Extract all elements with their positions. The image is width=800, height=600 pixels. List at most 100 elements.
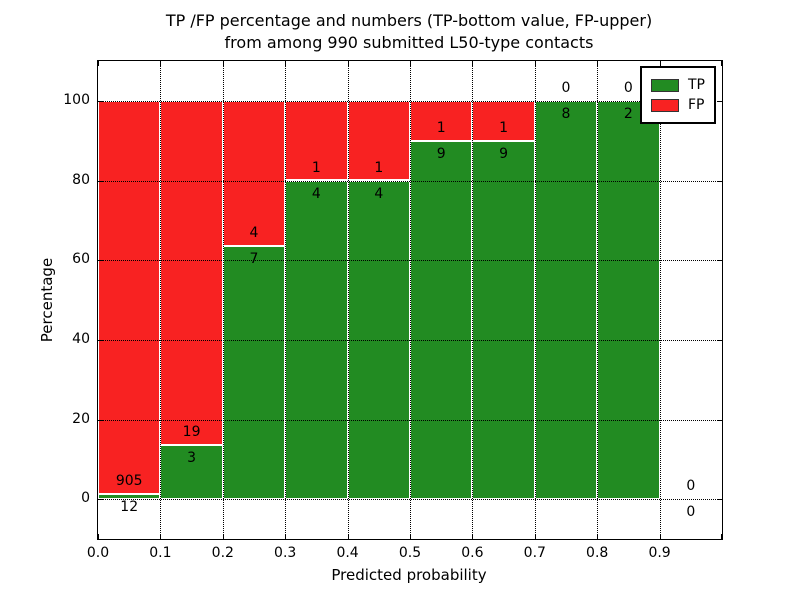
- bar-fp: [160, 100, 223, 445]
- tp-count-label: 4: [374, 185, 384, 202]
- x-axis-label: Predicted probability: [331, 566, 487, 584]
- x-tick-mark: [721, 534, 722, 539]
- bar-tp: [534, 100, 598, 500]
- bar-fp: [98, 100, 161, 494]
- bar-tp: [160, 444, 223, 500]
- v-gridline: [597, 61, 599, 539]
- v-gridline: [222, 61, 224, 539]
- y-tick-mark: [717, 100, 722, 102]
- bar-tp: [222, 245, 286, 500]
- x-tick-mark: [347, 534, 349, 539]
- fp-count-label: 905: [115, 472, 143, 489]
- chart-title-line1: TP /FP percentage and numbers (TP-bottom…: [165, 11, 653, 30]
- tp-count-label: 3: [187, 449, 197, 466]
- fp-count-label: 0: [561, 79, 571, 96]
- x-tick-mark: [160, 61, 162, 66]
- legend-entry-fp: FP: [651, 95, 705, 115]
- x-tick-label: 0.4: [336, 545, 359, 561]
- x-tick-mark: [597, 61, 599, 66]
- bar-tp: [472, 140, 535, 500]
- x-tick-label: 0.0: [86, 545, 110, 561]
- y-tick-mark: [98, 339, 103, 341]
- tp-legend-label: TP: [688, 77, 705, 93]
- tp-legend-swatch: [651, 78, 679, 92]
- fp-count-label: 1: [311, 159, 321, 176]
- tp-count-label: 2: [623, 105, 633, 122]
- fp-count-label: 0: [623, 79, 633, 96]
- y-tick-label: 80: [72, 171, 90, 188]
- tp-count-label: 4: [311, 185, 321, 202]
- bar-tp: [98, 493, 161, 500]
- x-tick-mark: [472, 61, 474, 66]
- y-tick-mark: [717, 260, 722, 262]
- x-tick-mark: [534, 534, 536, 539]
- x-tick-mark: [721, 61, 722, 66]
- x-tick-mark: [659, 61, 661, 66]
- x-tick-mark: [410, 61, 411, 66]
- chart-title: TP /FP percentage and numbers (TP-bottom…: [97, 10, 721, 54]
- v-gridline: [659, 61, 661, 539]
- fp-count-label: 4: [249, 224, 259, 241]
- plot-area: TP FP 905 12 19 3 4 7 1 4 1 4 1 9 1 9 0 8 0 2 0 0 0.0 0.1 0.2 0…: [63, 60, 723, 561]
- v-gridline: [285, 61, 287, 539]
- x-tick-label: 0.3: [274, 545, 297, 561]
- y-tick-mark: [98, 100, 103, 102]
- y-tick-mark: [717, 419, 722, 421]
- x-tick-label: 0.1: [149, 545, 172, 561]
- chart-title-line2: from among 990 submitted L50-type contac…: [224, 33, 594, 52]
- tp-count-label: 7: [249, 250, 259, 267]
- x-tick-label: 0.9: [648, 545, 671, 561]
- y-tick-mark: [98, 419, 103, 421]
- tp-count-label: 8: [561, 105, 571, 122]
- x-tick-mark: [534, 61, 536, 66]
- x-tick-label: 0.7: [523, 545, 546, 561]
- fp-count-label: 1: [436, 119, 446, 136]
- fp-legend-swatch: [651, 98, 679, 112]
- x-tick-label: 0.8: [586, 545, 609, 561]
- v-gridline: [160, 61, 162, 539]
- y-tick-mark: [98, 499, 103, 501]
- y-tick-mark: [98, 260, 103, 262]
- y-tick-label: 40: [72, 330, 90, 347]
- x-tick-label: 0.6: [461, 545, 484, 561]
- fp-count-label: 19: [182, 423, 201, 440]
- y-tick-mark: [717, 180, 722, 182]
- x-tick-mark: [410, 534, 411, 539]
- fp-count-label: 1: [499, 119, 509, 136]
- y-tick-label: 20: [72, 410, 90, 427]
- x-tick-mark: [347, 61, 349, 66]
- x-tick-mark: [98, 61, 99, 66]
- legend-entry-tp: TP: [651, 75, 705, 95]
- v-gridline: [472, 61, 474, 539]
- fp-count-label: 1: [374, 159, 384, 176]
- tp-count-label: 9: [499, 145, 509, 162]
- tp-count-label: 0: [686, 504, 696, 521]
- bar-tp: [597, 100, 660, 500]
- y-tick-label: 0: [81, 490, 90, 507]
- x-tick-mark: [659, 534, 661, 539]
- x-tick-mark: [222, 61, 224, 66]
- fp-count-label: 0: [686, 478, 696, 495]
- y-tick-label: 100: [63, 91, 90, 108]
- x-tick-mark: [285, 61, 287, 66]
- x-tick-mark: [285, 534, 287, 539]
- tp-count-label: 12: [120, 498, 139, 515]
- x-tick-mark: [597, 534, 599, 539]
- x-tick-mark: [222, 534, 224, 539]
- x-tick-label: 0.2: [211, 545, 234, 561]
- legend: TP FP: [640, 66, 716, 124]
- x-tick-mark: [472, 534, 474, 539]
- x-tick-mark: [160, 534, 162, 539]
- fp-legend-label: FP: [688, 97, 705, 113]
- v-gridline: [534, 61, 536, 539]
- v-gridline: [347, 61, 349, 539]
- x-tick-mark: [98, 534, 99, 539]
- y-tick-mark: [717, 499, 722, 501]
- y-tick-mark: [98, 180, 103, 182]
- y-tick-label: 60: [72, 251, 90, 268]
- x-tick-label: 0.5: [398, 545, 422, 561]
- bar-tp: [410, 140, 473, 500]
- tp-count-label: 9: [436, 145, 446, 162]
- v-gridline: [410, 61, 411, 539]
